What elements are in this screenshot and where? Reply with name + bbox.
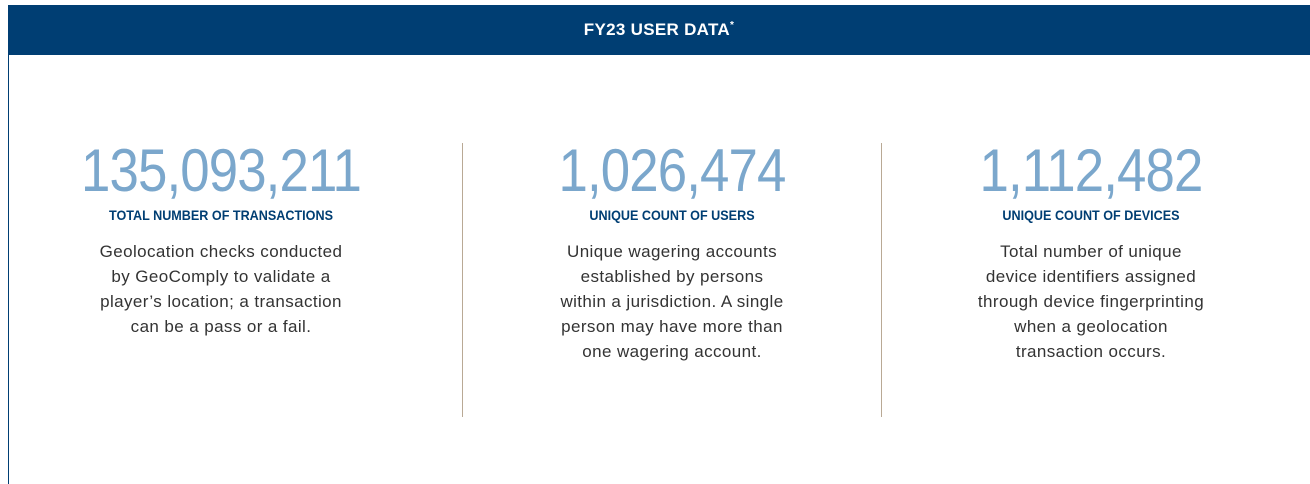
stat-label: TOTAL NUMBER OF TRANSACTIONS xyxy=(108,207,333,223)
description-line: person may have more than xyxy=(561,317,783,336)
description-line: can be a pass or a fail. xyxy=(130,317,312,336)
description-line: one wagering account. xyxy=(582,342,762,361)
description-line: device identifiers assigned xyxy=(985,267,1197,286)
stat-value: 135,093,211 xyxy=(80,137,362,204)
separator xyxy=(462,143,463,417)
stat-description: Total number of unique device identifiers… xyxy=(891,239,1291,364)
description-line: Unique wagering accounts xyxy=(567,242,777,261)
description-line: player’s location; a transaction xyxy=(100,292,342,311)
stat-description: Geolocation checks conducted by GeoComply… xyxy=(21,239,421,339)
stat-column: 1,112,482 UNIQUE COUNT OF DEVICES Total nu… xyxy=(891,140,1291,364)
description-line: Total number of unique xyxy=(1000,242,1182,261)
stat-description: Unique wagering accounts established by p… xyxy=(472,239,872,364)
stat-value: 1,026,474 xyxy=(558,137,787,204)
header-title: FY23 USER DATA xyxy=(583,20,730,39)
description-line: established by persons xyxy=(580,267,764,286)
description-line: by GeoComply to validate a xyxy=(111,267,331,286)
stat-column: 1,026,474 UNIQUE COUNT OF USERS Unique wag… xyxy=(472,140,872,364)
description-line: within a jurisdiction. A single xyxy=(560,292,784,311)
stat-label: UNIQUE COUNT OF DEVICES xyxy=(1002,207,1180,223)
stat-value: 1,112,482 xyxy=(979,137,1203,204)
border xyxy=(8,55,9,484)
footnote-mark: * xyxy=(730,20,735,31)
header-bar: FY23 USER DATA* xyxy=(8,5,1310,55)
description-line: transaction occurs. xyxy=(1015,342,1167,361)
description-line: Geolocation checks conducted xyxy=(99,242,343,261)
separator xyxy=(881,143,882,417)
description-line: when a geolocation xyxy=(1014,317,1168,336)
stat-column: 135,093,211 TOTAL NUMBER OF TRANSACTIONS G… xyxy=(21,140,421,339)
stat-label: UNIQUE COUNT OF USERS xyxy=(589,207,755,223)
description-line: through device fingerprinting xyxy=(977,292,1205,311)
